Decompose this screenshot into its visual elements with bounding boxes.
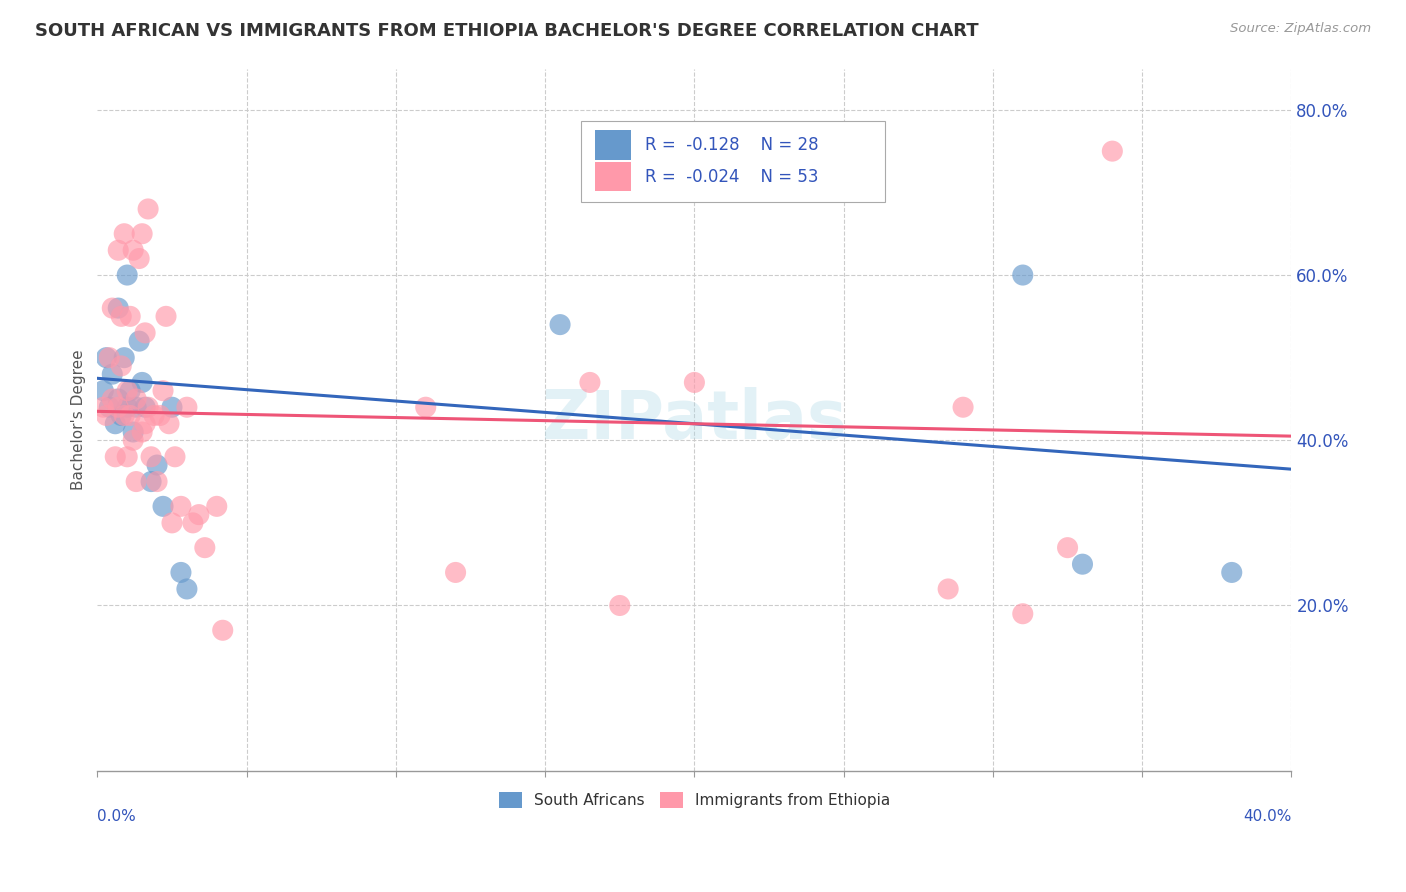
Point — [139, 475, 162, 489]
Point — [120, 310, 142, 324]
Point — [952, 401, 974, 415]
Point — [122, 434, 145, 448]
Point — [152, 500, 174, 514]
Point — [1056, 541, 1078, 555]
Point — [131, 227, 153, 241]
Point — [136, 401, 159, 415]
Point — [181, 516, 204, 530]
Point — [110, 359, 132, 373]
Text: SOUTH AFRICAN VS IMMIGRANTS FROM ETHIOPIA BACHELOR'S DEGREE CORRELATION CHART: SOUTH AFRICAN VS IMMIGRANTS FROM ETHIOPI… — [35, 22, 979, 40]
Point — [91, 384, 114, 398]
Point — [112, 409, 135, 423]
Point — [157, 417, 180, 431]
Point — [139, 450, 162, 464]
Point — [170, 500, 193, 514]
Point — [1011, 607, 1033, 621]
Point — [120, 409, 142, 423]
Text: ZIPatlas: ZIPatlas — [543, 386, 846, 452]
Point — [155, 310, 177, 324]
Point — [122, 244, 145, 258]
Y-axis label: Bachelor's Degree: Bachelor's Degree — [72, 350, 86, 490]
Text: Source: ZipAtlas.com: Source: ZipAtlas.com — [1230, 22, 1371, 36]
Point — [143, 409, 166, 423]
Point — [211, 624, 233, 638]
Point — [104, 450, 127, 464]
Text: R =  -0.024    N = 53: R = -0.024 N = 53 — [645, 168, 818, 186]
Point — [149, 409, 172, 423]
Point — [107, 401, 129, 415]
Point — [134, 326, 156, 340]
Point — [160, 401, 183, 415]
Point — [125, 475, 148, 489]
Point — [1071, 557, 1094, 571]
Point — [115, 268, 138, 282]
Point — [112, 351, 135, 365]
Point — [122, 425, 145, 439]
Point — [115, 401, 138, 415]
Point — [96, 351, 118, 365]
Point — [131, 376, 153, 390]
FancyBboxPatch shape — [595, 162, 631, 192]
Legend: South Africans, Immigrants from Ethiopia: South Africans, Immigrants from Ethiopia — [491, 784, 898, 815]
Point — [548, 318, 571, 332]
Point — [110, 409, 132, 423]
Point — [101, 301, 124, 315]
Point — [107, 301, 129, 315]
Point — [152, 384, 174, 398]
Point — [579, 376, 602, 390]
Point — [187, 508, 209, 522]
Point — [98, 351, 121, 365]
Point — [176, 401, 198, 415]
Point — [683, 376, 706, 390]
Point — [1011, 268, 1033, 282]
FancyBboxPatch shape — [595, 130, 631, 160]
Point — [415, 401, 437, 415]
Point — [205, 500, 228, 514]
Point — [146, 458, 169, 472]
Point — [125, 401, 148, 415]
Text: 40.0%: 40.0% — [1243, 809, 1292, 824]
Point — [96, 409, 118, 423]
Point — [609, 599, 631, 613]
Point — [936, 582, 959, 596]
Text: R =  -0.128    N = 28: R = -0.128 N = 28 — [645, 136, 820, 154]
Point — [131, 425, 153, 439]
Point — [176, 582, 198, 596]
Point — [146, 475, 169, 489]
Point — [136, 202, 159, 216]
Point — [1220, 566, 1243, 580]
Point — [101, 392, 124, 406]
Point — [120, 384, 142, 398]
Point — [115, 384, 138, 398]
Point — [160, 516, 183, 530]
Point — [1101, 144, 1123, 158]
Point — [134, 417, 156, 431]
Point — [125, 392, 148, 406]
Point — [98, 401, 121, 415]
Point — [128, 252, 150, 266]
Point — [170, 566, 193, 580]
Point — [128, 334, 150, 348]
Point — [194, 541, 217, 555]
Point — [134, 401, 156, 415]
Point — [107, 244, 129, 258]
Point — [110, 310, 132, 324]
Point — [91, 401, 114, 415]
Point — [107, 392, 129, 406]
Point — [115, 450, 138, 464]
Point — [683, 169, 706, 183]
Point — [163, 450, 186, 464]
Point — [112, 227, 135, 241]
FancyBboxPatch shape — [581, 121, 886, 202]
Point — [444, 566, 467, 580]
Point — [104, 417, 127, 431]
Point — [101, 367, 124, 381]
Text: 0.0%: 0.0% — [97, 809, 136, 824]
